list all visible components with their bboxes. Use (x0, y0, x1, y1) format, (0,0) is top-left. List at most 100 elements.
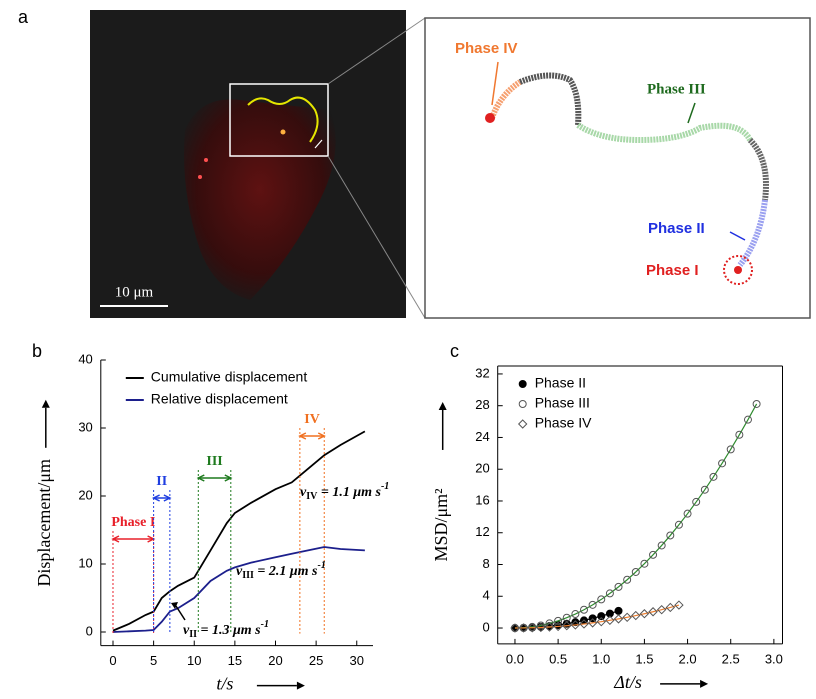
marker (536, 622, 546, 633)
legend-label: Cumulative displacement (151, 369, 308, 385)
velocity-label: vII = 1.3 μm s-1 (183, 619, 269, 640)
x-tick-label: 1.5 (635, 651, 653, 666)
x-tick-label: 1.0 (592, 651, 610, 666)
trajectory-transition (747, 137, 769, 201)
phase-label: Phase III (647, 81, 706, 97)
marker (657, 541, 666, 550)
marker (544, 622, 555, 632)
marker (510, 623, 520, 633)
trajectory-transition (518, 72, 582, 126)
panel-label: c (450, 341, 459, 361)
fit-line (514, 403, 758, 629)
marker (648, 607, 658, 617)
marker (562, 621, 572, 631)
fit-line (514, 604, 680, 629)
marker (580, 605, 589, 614)
zoom-line (327, 155, 426, 319)
panel-label: a (18, 7, 29, 27)
marker (614, 606, 623, 615)
phase-label: III (206, 454, 222, 469)
legend-label: Phase III (535, 395, 590, 411)
marker (631, 610, 641, 621)
marker (692, 497, 701, 506)
series-line (112, 430, 366, 632)
x-tick-label: 25 (309, 653, 323, 668)
marker (640, 559, 649, 568)
y-tick-label: 20 (78, 487, 92, 502)
zoom-panel (424, 17, 811, 319)
marker (614, 582, 623, 591)
arrow (729, 231, 746, 241)
marker (536, 621, 545, 630)
marker (683, 509, 692, 518)
marker (571, 610, 580, 619)
x-tick-label: 2.5 (722, 651, 740, 666)
marker (613, 614, 624, 624)
marker (726, 445, 735, 454)
y-tick-label: 8 (482, 556, 489, 571)
y-tick-label: 24 (475, 429, 489, 444)
marker (709, 472, 718, 481)
legend-marker (517, 419, 528, 429)
phase-label: II (156, 474, 167, 489)
scale-bar-label: 10 μm (115, 284, 154, 300)
y-tick-label: 0 (482, 619, 489, 634)
y-tick-label: 10 (78, 555, 92, 570)
marker (674, 520, 683, 529)
velocity-symbol: v (236, 564, 243, 579)
marker (623, 575, 632, 584)
zoom-box (229, 83, 329, 157)
velocity-superscript: -1 (318, 560, 326, 571)
phase-label: Phase II (648, 220, 705, 237)
velocity-text: = 1.3 μm s (197, 623, 261, 638)
annotation-arrow (175, 605, 186, 621)
x-tick-label: 30 (350, 653, 364, 668)
trajectory-phase-iv-end (485, 113, 495, 123)
y-tick-label: 20 (475, 461, 489, 476)
velocity-subscript: II (189, 629, 197, 640)
velocity-subscript: III (242, 570, 254, 581)
panel-label: b (32, 341, 42, 361)
marker (735, 430, 744, 439)
marker (587, 618, 598, 628)
velocity-symbol: v (183, 623, 190, 638)
marker (579, 619, 589, 629)
x-tick-label: 0.5 (549, 651, 567, 666)
marker (743, 415, 752, 424)
marker (588, 600, 597, 609)
x-axis-label: t/s (216, 674, 233, 694)
velocity-label: vIV = 1.1 μm s-1 (300, 481, 389, 502)
velocity-superscript: -1 (261, 619, 269, 630)
marker (656, 604, 667, 615)
arrow (314, 139, 323, 149)
y-tick-label: 0 (86, 623, 93, 638)
y-tick-label: 30 (78, 419, 92, 434)
y-tick-label: 16 (475, 492, 489, 507)
trajectory-phase-ii (737, 199, 768, 267)
marker (631, 567, 640, 576)
marker (665, 602, 676, 613)
velocity-superscript: -1 (381, 481, 389, 492)
phase-i-circle (723, 255, 753, 285)
marker (518, 623, 529, 633)
marker (605, 609, 614, 618)
trajectory-phase-iv (489, 79, 522, 120)
marker (596, 616, 606, 627)
y-axis-label: MSD/μm² (431, 488, 451, 561)
marker (649, 550, 658, 559)
marker (554, 616, 563, 625)
x-tick-label: 2.0 (679, 651, 697, 666)
marker (570, 620, 581, 630)
marker (718, 459, 727, 468)
x-tick-label: 5 (150, 653, 157, 668)
marker (605, 615, 615, 626)
x-tick-label: 3.0 (765, 651, 783, 666)
marker (622, 612, 632, 623)
marker (666, 531, 675, 540)
arrow (687, 102, 696, 124)
spot (280, 129, 286, 135)
velocity-symbol: v (300, 485, 307, 500)
y-tick-label: 4 (482, 588, 489, 603)
y-axis-label: Displacement/μm (34, 459, 54, 587)
